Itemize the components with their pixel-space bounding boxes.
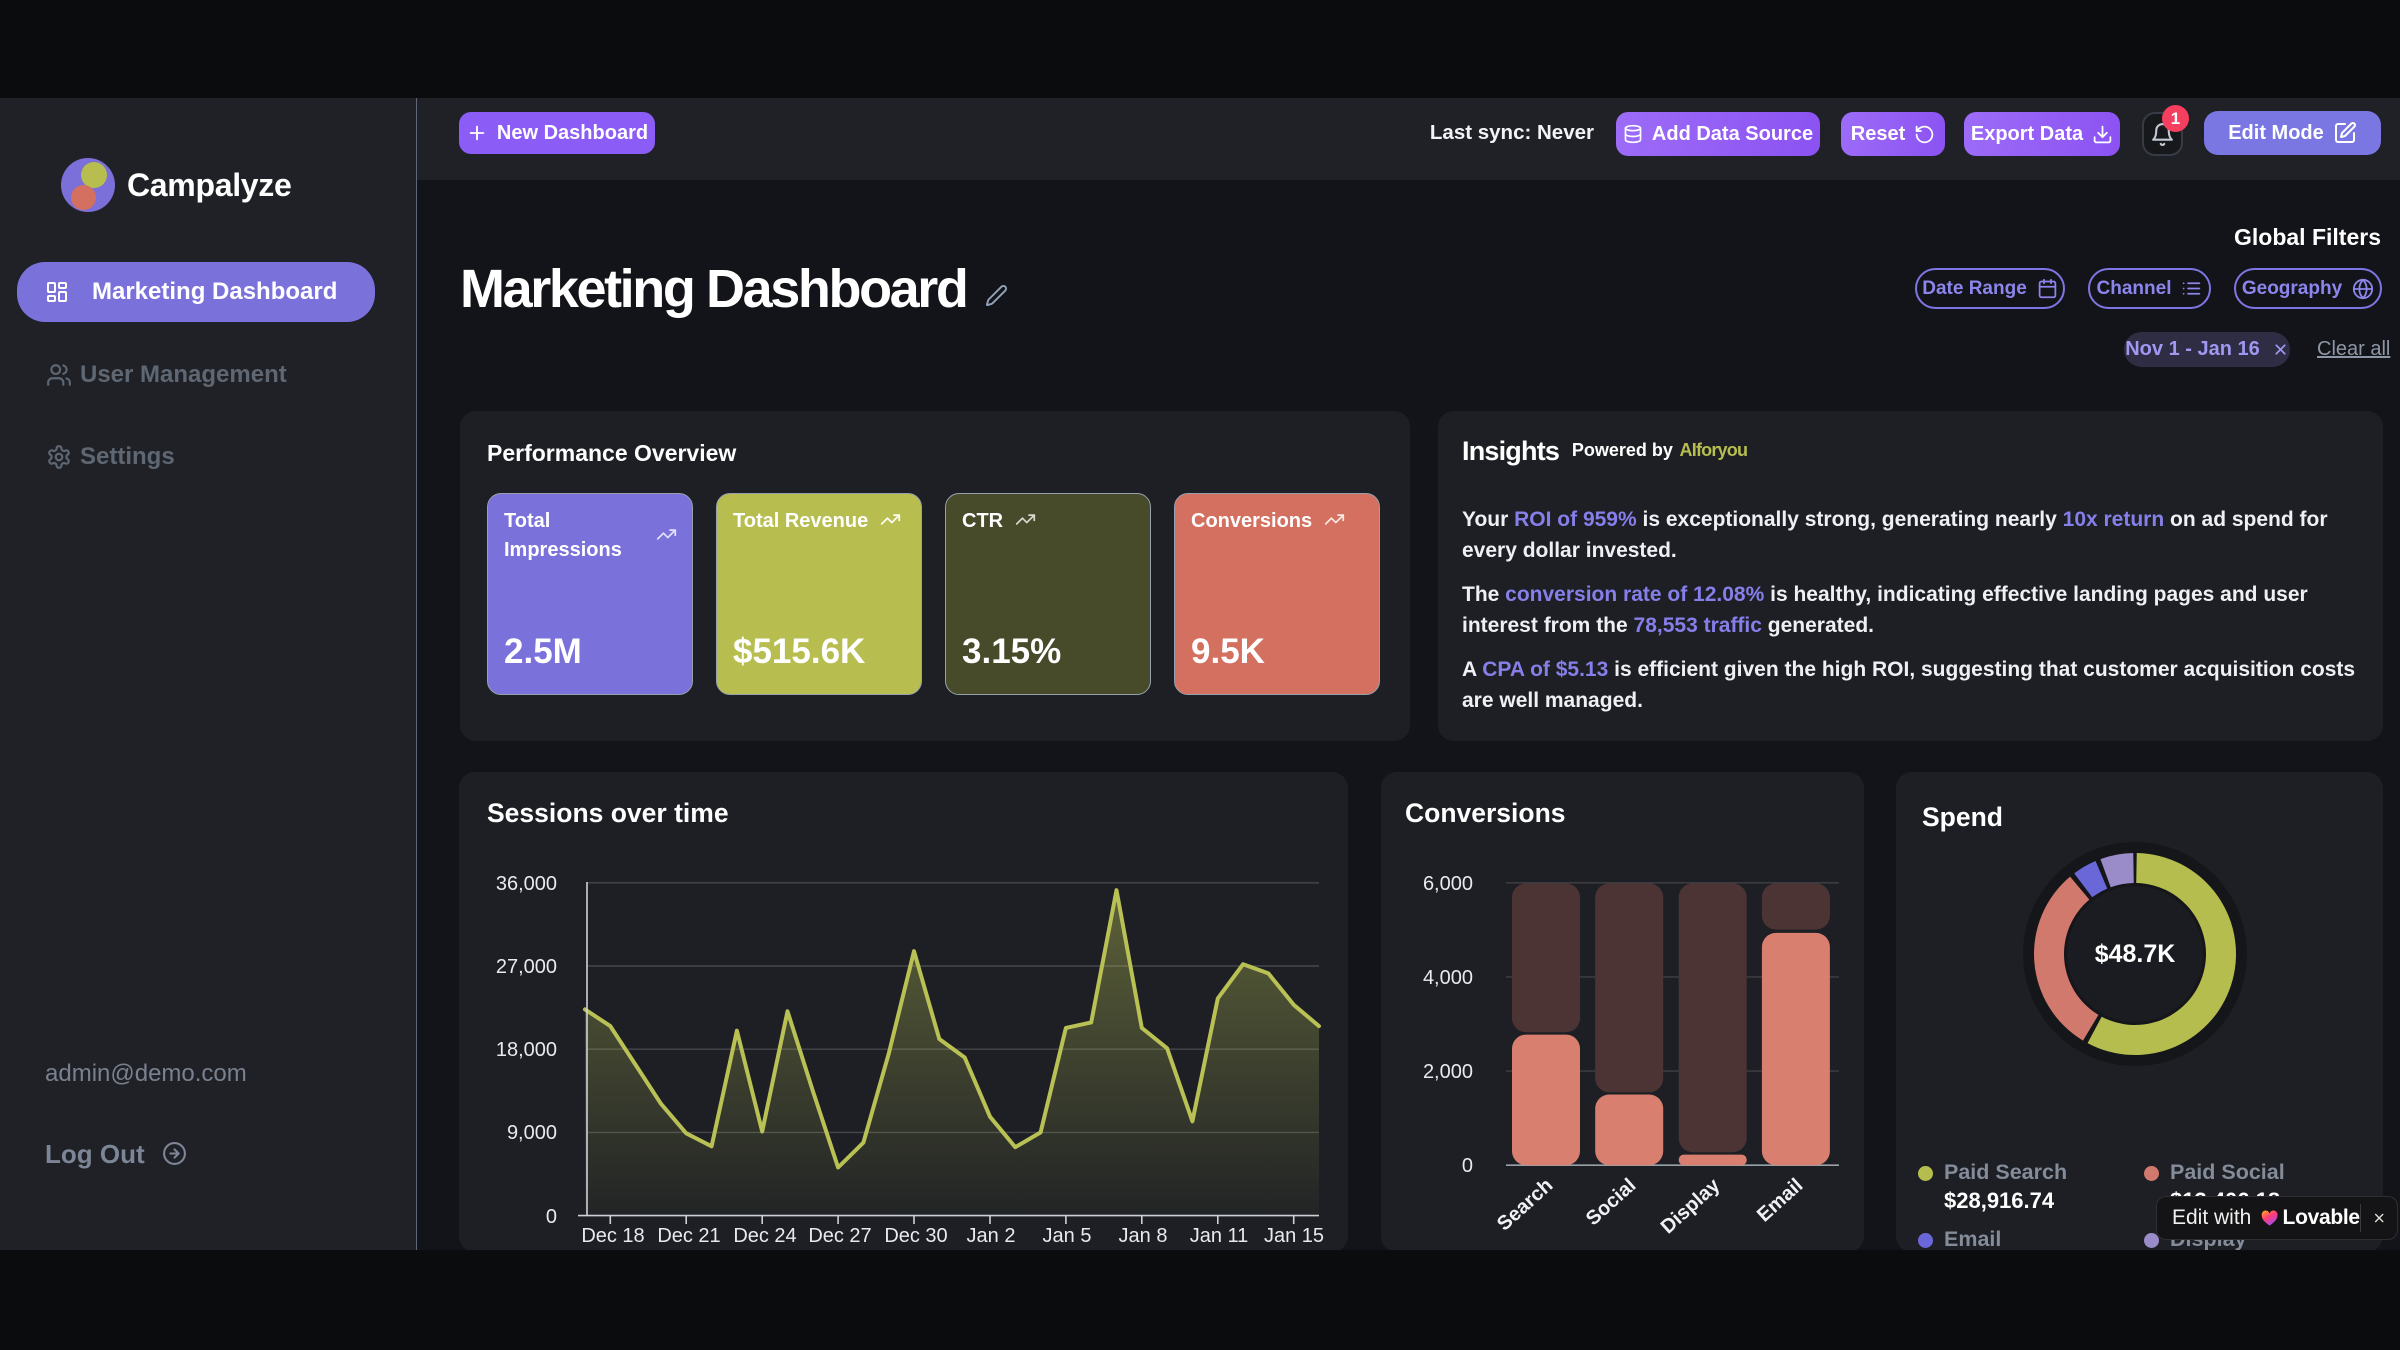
svg-text:4,000: 4,000 bbox=[1423, 967, 1473, 989]
svg-text:$48.7K: $48.7K bbox=[2095, 940, 2176, 968]
svg-text:0: 0 bbox=[546, 1206, 557, 1228]
svg-text:Email: Email bbox=[1753, 1174, 1807, 1226]
svg-text:Dec 24: Dec 24 bbox=[733, 1225, 796, 1247]
svg-text:6,000: 6,000 bbox=[1423, 873, 1473, 895]
svg-text:Jan 5: Jan 5 bbox=[1043, 1225, 1092, 1247]
svg-text:Dec 18: Dec 18 bbox=[581, 1225, 644, 1247]
svg-text:Dec 27: Dec 27 bbox=[808, 1225, 871, 1247]
svg-text:18,000: 18,000 bbox=[496, 1039, 557, 1061]
svg-text:Jan 8: Jan 8 bbox=[1119, 1225, 1168, 1247]
svg-text:27,000: 27,000 bbox=[496, 956, 557, 978]
svg-text:0: 0 bbox=[1462, 1155, 1473, 1177]
svg-text:Jan 2: Jan 2 bbox=[967, 1225, 1016, 1247]
svg-text:Display: Display bbox=[1657, 1174, 1725, 1239]
svg-text:9,000: 9,000 bbox=[507, 1122, 557, 1144]
svg-text:Jan 15: Jan 15 bbox=[1264, 1225, 1324, 1247]
svg-text:Dec 21: Dec 21 bbox=[657, 1225, 720, 1247]
svg-text:Dec 30: Dec 30 bbox=[884, 1225, 947, 1247]
svg-text:Social: Social bbox=[1582, 1174, 1641, 1230]
svg-text:2,000: 2,000 bbox=[1423, 1061, 1473, 1083]
svg-text:Jan 11: Jan 11 bbox=[1190, 1225, 1249, 1247]
svg-text:36,000: 36,000 bbox=[496, 873, 557, 895]
svg-text:Search: Search bbox=[1493, 1174, 1557, 1235]
